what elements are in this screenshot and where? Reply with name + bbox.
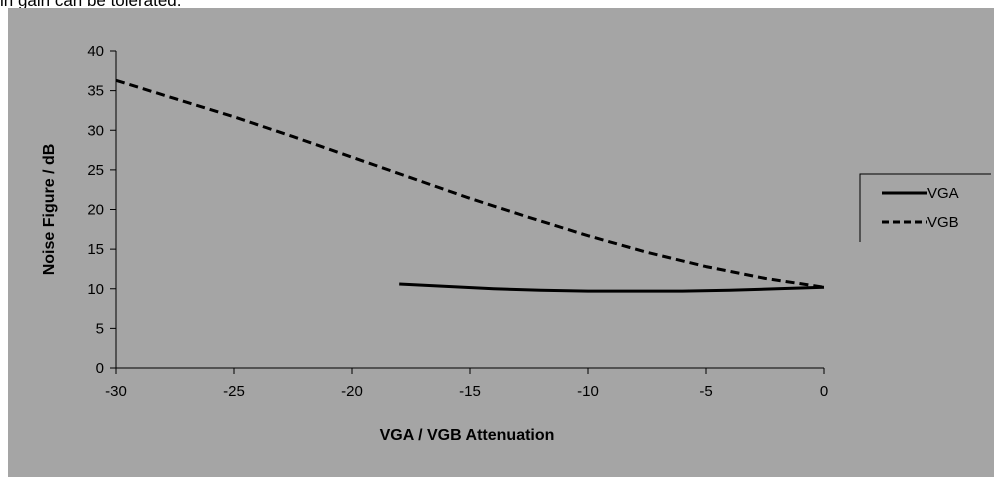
y-axis-title: Noise Figure / dB xyxy=(41,144,58,276)
legend-border xyxy=(859,173,991,242)
x-tick-label-0: 0 xyxy=(820,383,828,400)
ticks: 0 5 10 15 20 25 30 35 40 -30 -25 -20 -15 -10 -5 0 xyxy=(87,43,828,400)
caption-fragment: in gain can be tolerated. xyxy=(0,0,182,10)
legend-label-vgb: VGB xyxy=(927,214,959,231)
x-tick-label-neg20: -20 xyxy=(341,383,363,400)
y-tick-label-0: 0 xyxy=(96,360,104,377)
legend: VGA VGB xyxy=(859,173,991,242)
y-tick-label-40: 40 xyxy=(87,43,104,60)
series-line-vgb xyxy=(115,78,825,289)
x-tick-label-neg5: -5 xyxy=(699,383,712,400)
y-tick-label-5: 5 xyxy=(96,320,104,337)
x-tick-label-neg25: -25 xyxy=(223,383,245,400)
y-tick-label-25: 25 xyxy=(87,162,104,179)
series-line-vga xyxy=(399,282,825,293)
x-tick-label-neg15: -15 xyxy=(459,383,481,400)
chart-area: 0 5 10 15 20 25 30 35 40 -30 -25 -20 -15 -10 -5 0 VGA /… xyxy=(8,8,994,477)
legend-label-vga: VGA xyxy=(927,185,959,202)
y-tick-label-20: 20 xyxy=(87,202,104,219)
y-tick-label-15: 15 xyxy=(87,241,104,258)
y-tick-label-30: 30 xyxy=(87,122,104,139)
y-tick-label-10: 10 xyxy=(87,281,104,298)
line-chart: 0 5 10 15 20 25 30 35 40 -30 -25 -20 -15 -10 -5 0 VGA /… xyxy=(41,43,991,444)
x-tick-label-neg10: -10 xyxy=(577,383,599,400)
y-tick-label-35: 35 xyxy=(87,83,104,100)
x-tick-label-neg30: -30 xyxy=(105,383,127,400)
axes xyxy=(115,51,824,369)
series xyxy=(115,78,825,293)
x-axis-title: VGA / VGB Attenuation xyxy=(380,427,555,444)
